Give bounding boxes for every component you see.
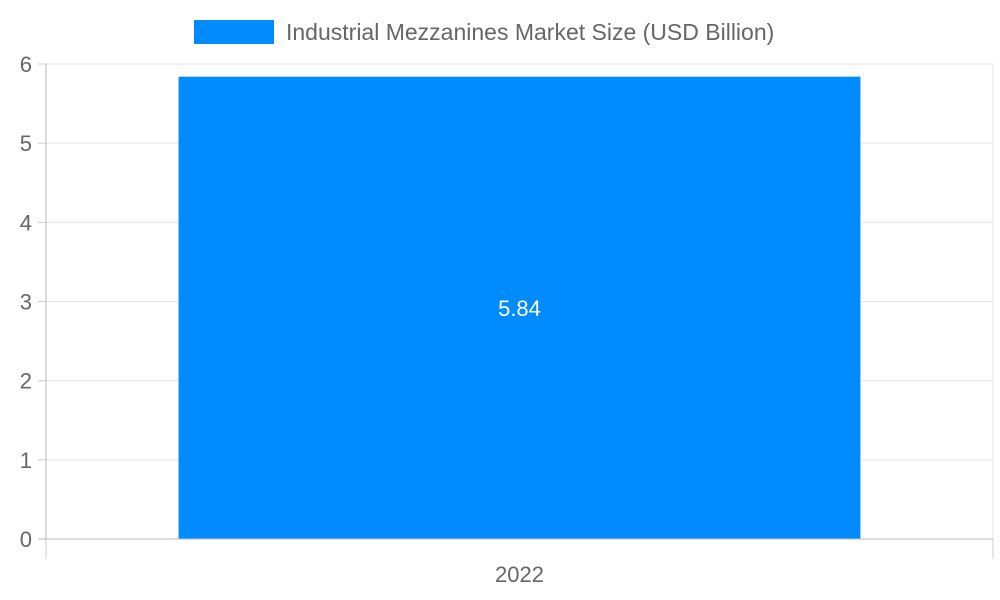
x-tick-labels: 2022: [45, 539, 994, 587]
bar-2022: [178, 76, 861, 540]
y-tick-label: 4: [20, 210, 32, 235]
legend[interactable]: Industrial Mezzanines Market Size (USD B…: [194, 19, 774, 45]
y-tick-label: 6: [20, 52, 32, 77]
data-labels: 5.84: [498, 296, 541, 321]
y-tick-label: 3: [20, 290, 32, 315]
y-tick-label: 2: [20, 369, 32, 394]
y-tick-labels: 0 1 2 3 4 5 6: [20, 52, 32, 552]
axes: [38, 64, 993, 540]
y-tick-label: 1: [20, 448, 32, 473]
bar-value-label: 5.84: [498, 296, 541, 321]
legend-swatch: [194, 20, 274, 44]
y-tick-label: 5: [20, 131, 32, 156]
bars: [178, 76, 861, 540]
x-tick-label: 2022: [495, 562, 544, 587]
legend-label: Industrial Mezzanines Market Size (USD B…: [286, 19, 774, 45]
y-tick-label: 0: [20, 527, 32, 552]
